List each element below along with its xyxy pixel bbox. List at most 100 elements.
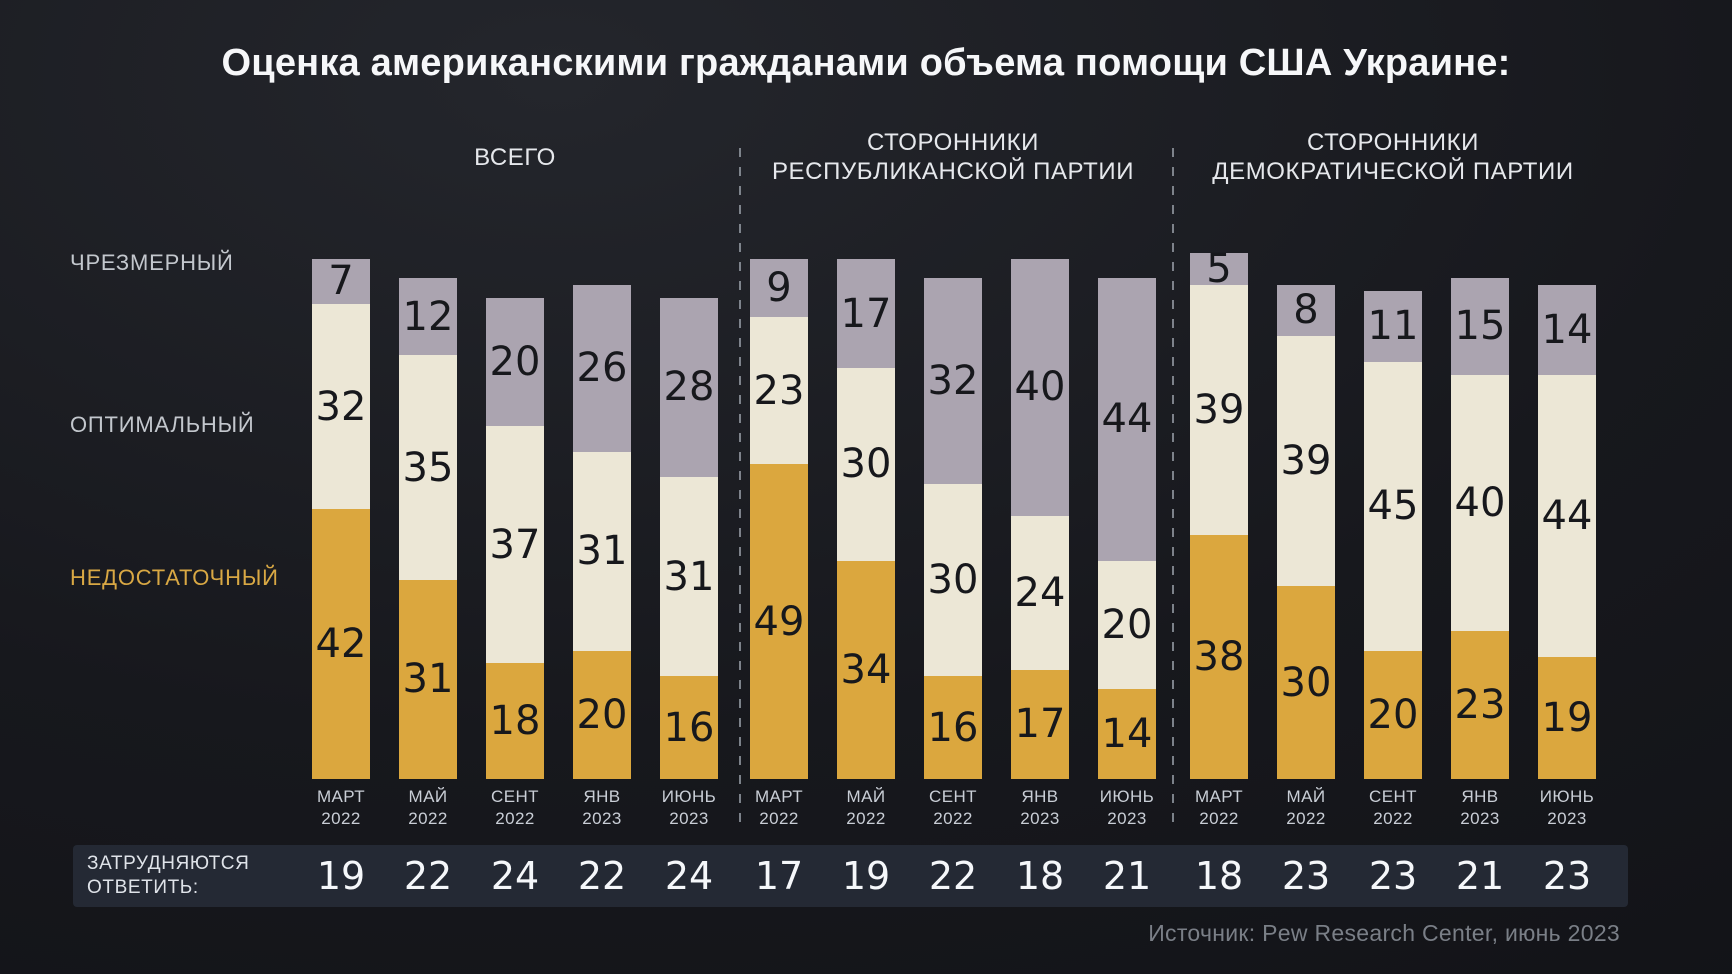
bar-segment-optimal: 31	[573, 451, 631, 651]
bar-value-label: 5	[1206, 245, 1232, 292]
stacked-bar: 11 45 20	[1364, 291, 1422, 779]
bar-value-label: 20	[1101, 601, 1153, 648]
date-month: МАРТ	[1194, 787, 1244, 806]
bar-segment-excessive: 5	[1190, 249, 1248, 289]
bar-value-label: 40	[1014, 364, 1066, 411]
bar-segment-optimal: 31	[660, 477, 718, 677]
bar-segment-optimal: 30	[837, 368, 895, 561]
bar-segment-insufficient: 16	[660, 676, 718, 779]
no-answer-band-label-line1: ЗАТРУДНЯЮТСЯ	[87, 853, 250, 874]
group-header-line: СТОРОННИКИ	[866, 129, 1040, 157]
stacked-bar: 15 40 23	[1451, 278, 1509, 779]
no-answer-value: 22	[928, 854, 978, 898]
bar-value-label: 37	[489, 521, 541, 568]
stacked-bar: 7 32 42	[312, 258, 370, 779]
bar-segment-insufficient: 14	[1098, 689, 1156, 779]
source-credit: Источник: Pew Research Center, июнь 2023	[1148, 920, 1620, 946]
date-month: ЯНВ	[1021, 787, 1059, 806]
no-answer-band-label: ЗАТРУДНЯЮТСЯ ОТВЕТИТЬ:	[87, 852, 249, 900]
date-year: 2023	[1460, 809, 1500, 829]
bar-segment-excessive: 7	[312, 258, 370, 305]
bar-value-label: 49	[753, 598, 805, 645]
date-month: МАЙ	[408, 787, 448, 806]
bar-value-label: 19	[1541, 694, 1593, 741]
bar-value-label: 28	[663, 364, 715, 411]
bar-value-label: 15	[1454, 303, 1506, 350]
bar-value-label: 7	[328, 258, 354, 305]
date-year: 2022	[759, 809, 799, 829]
date-axis-label: СЕНТ 2022	[467, 786, 563, 830]
date-year: 2022	[321, 809, 361, 829]
date-month: ЯНВ	[583, 787, 621, 806]
no-answer-band-label-line2: ОТВЕТИТЬ:	[87, 876, 199, 898]
bar-value-label: 20	[489, 338, 541, 385]
group-header-line: ВСЕГО	[474, 143, 556, 171]
date-month: МАРТ	[754, 787, 804, 806]
bar-segment-insufficient: 17	[1011, 669, 1069, 779]
no-answer-value: 24	[664, 854, 714, 898]
bar-value-label: 12	[402, 293, 454, 340]
bar-value-label: 23	[1454, 682, 1506, 729]
legend-label-insufficient: НЕДОСТАТОЧНЫЙ	[70, 565, 279, 590]
bar-segment-insufficient: 20	[573, 650, 631, 779]
date-axis-label: ЯНВ 2023	[554, 786, 650, 830]
bar-segment-excessive: 11	[1364, 291, 1422, 362]
date-year: 2022	[846, 809, 886, 829]
bar-segment-insufficient: 18	[486, 663, 544, 779]
date-axis-label: СЕНТ 2022	[905, 786, 1001, 830]
no-answer-value: 17	[754, 854, 804, 898]
bar-segment-optimal: 32	[312, 303, 370, 510]
date-month: ИЮНЬ	[661, 787, 717, 806]
date-year: 2023	[582, 809, 622, 829]
bar-segment-excessive: 9	[750, 258, 808, 317]
bar-value-label: 31	[402, 656, 454, 703]
bar-value-label: 26	[576, 345, 628, 392]
legend-label-excessive: ЧРЕЗМЕРНЫЙ	[70, 250, 234, 275]
date-year: 2022	[933, 809, 973, 829]
date-year: 2023	[669, 809, 709, 829]
bar-value-label: 16	[927, 704, 979, 751]
bar-value-label: 44	[1101, 396, 1153, 443]
bar-segment-insufficient: 16	[924, 676, 982, 779]
stacked-bar: 9 23 49	[750, 258, 808, 779]
bar-value-label: 17	[840, 290, 892, 337]
bar-value-label: 20	[576, 691, 628, 738]
date-axis-label: ЯНВ 2023	[992, 786, 1088, 830]
date-axis-label: ИЮНЬ 2023	[641, 786, 737, 830]
no-answer-value: 23	[1542, 854, 1592, 898]
bar-value-label: 20	[1367, 691, 1419, 738]
no-answer-value: 22	[403, 854, 453, 898]
stacked-bar: 17 30 34	[837, 258, 895, 779]
bar-value-label: 18	[489, 698, 541, 745]
bar-segment-optimal: 39	[1277, 336, 1335, 587]
bar-segment-insufficient: 23	[1451, 631, 1509, 779]
bar-segment-insufficient: 31	[399, 579, 457, 779]
no-answer-value: 21	[1455, 854, 1505, 898]
bar-value-label: 38	[1193, 633, 1245, 680]
stacked-bar: 28 31 16	[660, 297, 718, 780]
date-axis-label: ЯНВ 2023	[1432, 786, 1528, 830]
bar-segment-optimal: 35	[399, 355, 457, 580]
stacked-bar: 26 31 20	[573, 284, 631, 779]
stacked-bar: 12 35 31	[399, 278, 457, 779]
date-axis-label: СЕНТ 2022	[1345, 786, 1441, 830]
bar-segment-excessive: 28	[660, 297, 718, 478]
bar-segment-excessive: 20	[486, 297, 544, 426]
bar-segment-insufficient: 38	[1190, 535, 1248, 779]
date-axis-label: МАЙ 2022	[380, 786, 476, 830]
bar-segment-insufficient: 49	[750, 464, 808, 779]
bar-segment-excessive: 44	[1098, 278, 1156, 561]
bar-value-label: 39	[1193, 386, 1245, 433]
no-answer-value: 18	[1194, 854, 1244, 898]
bar-segment-optimal: 30	[924, 483, 982, 677]
bar-segment-excessive: 14	[1538, 284, 1596, 375]
date-year: 2022	[495, 809, 535, 829]
bar-value-label: 32	[315, 383, 367, 430]
date-axis-label: ИЮНЬ 2023	[1519, 786, 1615, 830]
bar-segment-excessive: 17	[837, 258, 895, 369]
no-answer-value: 19	[841, 854, 891, 898]
date-axis-label: МАРТ 2022	[731, 786, 827, 830]
bar-value-label: 31	[663, 553, 715, 600]
date-month: МАЙ	[846, 787, 886, 806]
no-answer-value: 24	[490, 854, 540, 898]
